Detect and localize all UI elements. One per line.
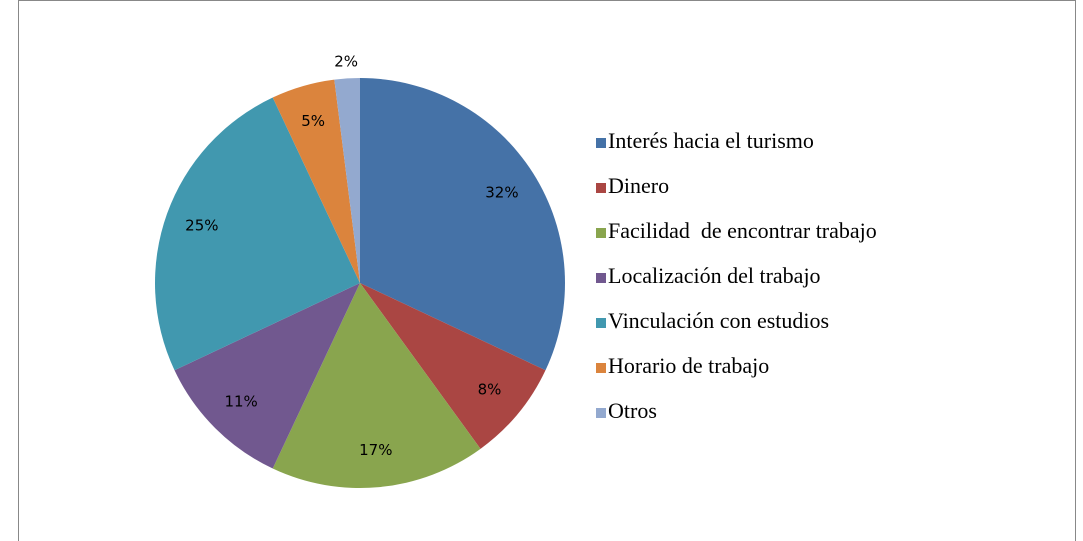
- legend-swatch: [596, 363, 606, 373]
- legend-label: Vinculación con estudios: [608, 308, 829, 333]
- legend-swatch: [596, 273, 606, 283]
- pie-slice: [360, 283, 546, 449]
- pie-slice: [174, 283, 360, 469]
- data-label: 11%: [224, 392, 257, 410]
- data-label: 25%: [185, 217, 218, 235]
- data-label: 17%: [359, 441, 392, 459]
- data-label: 5%: [301, 112, 325, 130]
- legend-label: Dinero: [608, 173, 669, 198]
- pie-slice: [154, 97, 360, 371]
- pie-slice: [272, 283, 481, 488]
- data-label: 8%: [478, 381, 502, 399]
- legend-label: Horario de trabajo: [608, 353, 769, 378]
- data-label: 2%: [334, 53, 358, 71]
- pie-slice: [272, 79, 360, 283]
- legend-swatch: [596, 228, 606, 238]
- legend-swatch: [596, 183, 606, 193]
- legend-label: Localización del trabajo: [608, 263, 821, 288]
- pie-slice: [334, 78, 360, 283]
- legend-label: Facilidad de encontrar trabajo: [608, 218, 877, 243]
- legend-swatch: [596, 138, 606, 148]
- legend-swatch: [596, 408, 606, 418]
- legend-label: Interés hacia el turismo: [608, 128, 814, 153]
- legend-label: Otros: [608, 398, 657, 423]
- pie-slice: [360, 78, 565, 371]
- legend-swatch: [596, 318, 606, 328]
- data-label: 32%: [485, 183, 518, 201]
